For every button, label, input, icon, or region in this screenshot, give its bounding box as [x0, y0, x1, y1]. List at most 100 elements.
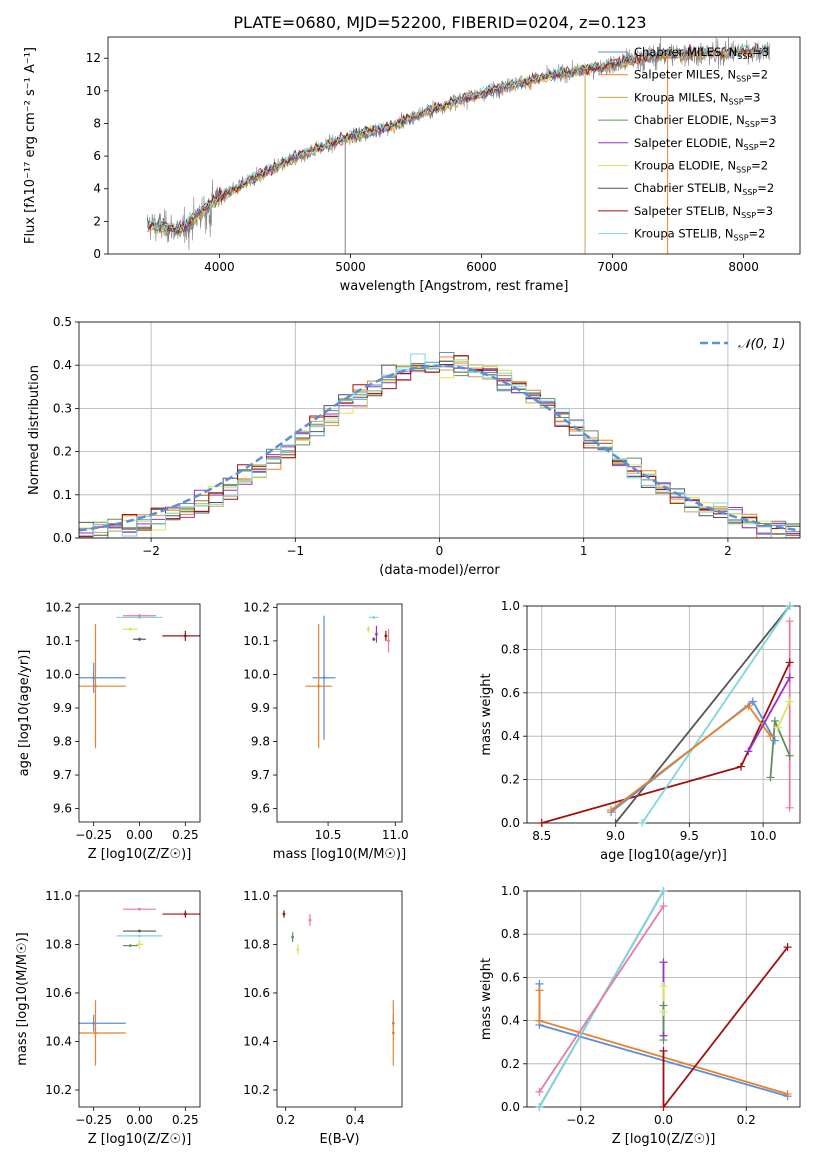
x-tick-label: 5000 — [335, 260, 366, 274]
y-tick-label: 10 — [86, 84, 101, 98]
data-point — [291, 935, 295, 939]
weight-line-chabrier-stelib — [614, 606, 791, 823]
x-tick-label: 0.4 — [346, 1113, 365, 1127]
plus-marker — [748, 697, 757, 706]
x-axis-label: mass [log10(M/M☉)] — [273, 847, 406, 862]
data-point — [282, 912, 286, 916]
y-tick-label: 10.1 — [45, 634, 72, 648]
x-tick-label: 0 — [436, 544, 444, 558]
x-axis-label: Z [log10(Z/Z☉)] — [612, 1132, 716, 1147]
plus-marker — [659, 1046, 668, 1055]
y-tick-label: 10.8 — [243, 937, 270, 951]
data-point — [183, 634, 187, 638]
y-tick-label: 10.2 — [243, 600, 270, 614]
y-tick-label: 9.7 — [251, 768, 270, 782]
data-point — [138, 942, 141, 946]
x-tick-label: 9.5 — [680, 829, 699, 843]
x-tick-label: 4000 — [204, 260, 235, 274]
data-point — [138, 907, 141, 911]
legend-label: Chabrier MILES, NSSP=3 — [634, 45, 769, 61]
panel-EBV-mass: 0.2 0.4 10.2 10.4 10.6 10.8 11.0 E(B-V) — [243, 889, 403, 1147]
y-tick-label: 0.2 — [501, 1057, 520, 1071]
plus-marker — [744, 747, 753, 756]
plus-marker — [770, 736, 779, 745]
x-tick-label: 1 — [580, 544, 588, 558]
plus-marker — [535, 1016, 544, 1025]
data-point — [92, 1021, 96, 1025]
y-tick-label: 11.0 — [243, 889, 270, 903]
y-tick-label: 0.1 — [53, 488, 72, 502]
data-point — [375, 632, 378, 636]
plus-marker — [659, 902, 668, 911]
x-tick-label: −0.25 — [75, 1113, 112, 1127]
y-tick-label: 0.6 — [501, 970, 520, 984]
plus-marker — [766, 732, 775, 741]
panel-Z-mass: −0.25 0.00 0.25 10.2 10.4 10.6 10.8 11.0 Z [log1… — [15, 889, 201, 1147]
plus-marker — [535, 986, 544, 995]
y-tick-label: 9.6 — [53, 802, 72, 816]
y-tick-label: 12 — [86, 51, 101, 65]
data-point — [296, 947, 300, 951]
y-tick-label: 9.8 — [251, 735, 270, 749]
plus-marker — [659, 887, 668, 895]
axes-frame — [78, 603, 201, 823]
x-tick-label: 0.2 — [737, 1113, 756, 1127]
weight-line-kroupa-stelib — [641, 606, 791, 823]
y-tick-label: 1.0 — [501, 884, 520, 898]
plus-marker — [659, 1103, 668, 1111]
x-tick-label: 10.0 — [750, 829, 777, 843]
axes-frame — [526, 605, 801, 824]
x-axis-label: age [log10(age/yr)] — [600, 848, 727, 863]
y-tick-label: 0 — [93, 247, 101, 261]
y-tick-label: 10.2 — [243, 1083, 270, 1097]
data-point — [92, 676, 96, 680]
y-tick-label: 2 — [93, 214, 101, 228]
plus-marker — [736, 762, 745, 771]
y-tick-label: 4 — [93, 182, 101, 196]
x-tick-label: −1 — [286, 544, 304, 558]
axes-frame — [78, 890, 201, 1108]
plus-marker — [659, 1001, 668, 1010]
y-tick-label: 1.0 — [501, 599, 520, 613]
x-tick-label: 0.25 — [172, 828, 199, 842]
y-axis-label: Flux [fλ10⁻¹⁷ erg cm⁻² s⁻¹ A⁻¹] — [23, 47, 38, 244]
x-axis-label: Z [log10(Z/Z☉)] — [88, 847, 192, 862]
plus-marker — [770, 717, 779, 726]
data-point — [128, 627, 132, 631]
plus-marker — [638, 819, 647, 827]
y-tick-label: 9.9 — [251, 701, 270, 715]
plus-marker — [535, 1087, 544, 1096]
data-point — [138, 929, 141, 933]
axes-frame — [276, 603, 403, 823]
plus-marker — [766, 773, 775, 782]
plus-marker — [783, 943, 792, 952]
panel-Z-weight: −0.2 0.0 0.2 0.0 0.2 0.4 0.6 0.8 1.0 Z [log10(Z/Z… — [479, 884, 801, 1147]
plus-marker — [785, 697, 794, 706]
plus-marker — [785, 803, 794, 812]
y-tick-label: 0.0 — [53, 531, 72, 545]
histogram-step-kroupa-elodie — [79, 361, 800, 532]
data-point — [366, 627, 370, 631]
panel-residuals: −2 −1 0 1 2 0.0 0.1 0.2 0.3 0.4 0.5 (data-model)/er… — [27, 315, 801, 578]
plus-marker — [785, 602, 794, 610]
legend-label: Chabrier ELODIE, NSSP=3 — [634, 113, 777, 129]
axes-frame — [276, 890, 403, 1108]
panel-Z-age: −0.25 0.00 0.25 9.6 9.7 9.8 9.9 10.0 10.1 10.2 Z [… — [17, 600, 201, 862]
weight-line-salpeter-elodie — [747, 677, 791, 752]
y-tick-label: 10.0 — [45, 667, 72, 681]
panel-spectrum: 4000 5000 6000 7000 8000 0 2 4 6 8 10 12 wavelength … — [23, 36, 801, 294]
plus-marker — [611, 819, 620, 827]
x-tick-label: −2 — [142, 544, 160, 558]
y-tick-label: 9.9 — [53, 701, 72, 715]
y-tick-label: 0.4 — [501, 1014, 520, 1028]
data-point — [128, 944, 132, 948]
y-tick-label: 0.2 — [501, 773, 520, 787]
plot-area — [282, 910, 395, 1066]
x-tick-label: 6000 — [466, 260, 497, 274]
data-point — [94, 684, 97, 688]
y-tick-label: 8 — [93, 116, 101, 130]
x-axis-label: (data-model)/error — [379, 563, 500, 578]
plus-marker — [607, 805, 616, 814]
data-point — [94, 1031, 97, 1035]
x-axis-label: Z [log10(Z/Z☉)] — [88, 1132, 192, 1147]
